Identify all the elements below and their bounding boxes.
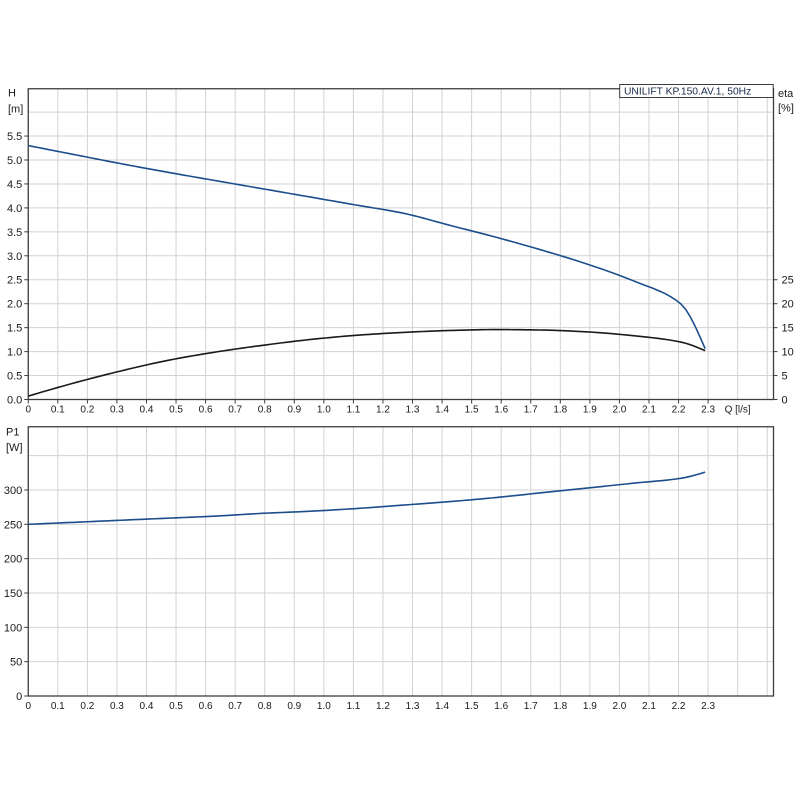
svg-text:1.2: 1.2 — [376, 701, 390, 712]
svg-text:0.7: 0.7 — [228, 701, 242, 712]
svg-text:20: 20 — [782, 299, 794, 311]
svg-text:300: 300 — [4, 485, 22, 497]
svg-text:0.3: 0.3 — [110, 701, 124, 712]
svg-text:100: 100 — [4, 622, 22, 634]
svg-text:4.5: 4.5 — [7, 179, 22, 191]
svg-text:[%]: [%] — [778, 103, 794, 115]
svg-text:1.4: 1.4 — [435, 405, 449, 416]
svg-text:0.6: 0.6 — [199, 405, 213, 416]
svg-text:2.3: 2.3 — [701, 405, 715, 416]
svg-text:10: 10 — [782, 347, 794, 359]
svg-text:2.0: 2.0 — [612, 701, 626, 712]
svg-text:1.1: 1.1 — [346, 405, 360, 416]
svg-text:4.0: 4.0 — [7, 203, 22, 215]
svg-text:UNILIFT KP.150.AV.1, 50Hz: UNILIFT KP.150.AV.1, 50Hz — [624, 87, 751, 98]
svg-text:0.2: 0.2 — [80, 701, 94, 712]
svg-text:1.3: 1.3 — [406, 701, 420, 712]
svg-text:5.5: 5.5 — [7, 131, 22, 143]
svg-text:1.1: 1.1 — [346, 701, 360, 712]
svg-text:5: 5 — [782, 371, 788, 383]
svg-text:200: 200 — [4, 554, 22, 566]
svg-text:0.6: 0.6 — [199, 701, 213, 712]
svg-text:H: H — [8, 87, 16, 99]
svg-text:1.7: 1.7 — [524, 701, 538, 712]
svg-text:P1: P1 — [6, 427, 19, 439]
svg-text:0: 0 — [16, 691, 22, 703]
svg-text:0: 0 — [25, 701, 31, 712]
svg-text:0.5: 0.5 — [7, 371, 22, 383]
svg-text:1.3: 1.3 — [406, 405, 420, 416]
svg-text:0.7: 0.7 — [228, 405, 242, 416]
svg-text:1.5: 1.5 — [465, 701, 479, 712]
svg-text:0.9: 0.9 — [287, 701, 301, 712]
svg-text:2.0: 2.0 — [612, 405, 626, 416]
svg-text:2.1: 2.1 — [642, 405, 656, 416]
svg-text:0.1: 0.1 — [51, 701, 65, 712]
svg-text:0.4: 0.4 — [140, 405, 154, 416]
svg-text:eta: eta — [778, 88, 794, 100]
svg-text:25: 25 — [782, 275, 794, 287]
svg-text:2.2: 2.2 — [672, 701, 686, 712]
svg-text:0.5: 0.5 — [169, 405, 183, 416]
svg-text:2.0: 2.0 — [7, 299, 22, 311]
svg-text:0.8: 0.8 — [258, 701, 272, 712]
svg-text:1.9: 1.9 — [583, 405, 597, 416]
svg-text:0: 0 — [25, 405, 31, 416]
svg-text:0: 0 — [782, 395, 788, 407]
svg-text:2.3: 2.3 — [701, 701, 715, 712]
svg-text:1.7: 1.7 — [524, 405, 538, 416]
svg-text:2.2: 2.2 — [672, 405, 686, 416]
svg-text:0.4: 0.4 — [140, 701, 154, 712]
svg-text:2.5: 2.5 — [7, 275, 22, 287]
svg-text:1.0: 1.0 — [317, 701, 331, 712]
svg-text:0.8: 0.8 — [258, 405, 272, 416]
svg-text:0.2: 0.2 — [80, 405, 94, 416]
svg-text:1.8: 1.8 — [553, 701, 567, 712]
svg-text:1.9: 1.9 — [583, 701, 597, 712]
svg-text:[m]: [m] — [8, 104, 23, 116]
svg-text:[W]: [W] — [6, 442, 23, 454]
svg-text:1.6: 1.6 — [494, 405, 508, 416]
svg-text:1.5: 1.5 — [7, 323, 22, 335]
svg-text:1.0: 1.0 — [317, 405, 331, 416]
svg-text:1.4: 1.4 — [435, 701, 449, 712]
svg-text:50: 50 — [10, 657, 22, 669]
svg-text:1.8: 1.8 — [553, 405, 567, 416]
svg-text:0.3: 0.3 — [110, 405, 124, 416]
svg-text:0.5: 0.5 — [169, 701, 183, 712]
svg-text:Q [l/s]: Q [l/s] — [725, 405, 751, 416]
svg-text:1.5: 1.5 — [465, 405, 479, 416]
svg-text:3.5: 3.5 — [7, 227, 22, 239]
svg-text:2.1: 2.1 — [642, 701, 656, 712]
svg-text:1.6: 1.6 — [494, 701, 508, 712]
svg-text:15: 15 — [782, 323, 794, 335]
svg-text:1.2: 1.2 — [376, 405, 390, 416]
svg-text:3.0: 3.0 — [7, 251, 22, 263]
svg-text:0.9: 0.9 — [287, 405, 301, 416]
svg-text:1.0: 1.0 — [7, 347, 22, 359]
svg-text:250: 250 — [4, 519, 22, 531]
svg-text:0.1: 0.1 — [51, 405, 65, 416]
svg-text:0.0: 0.0 — [7, 395, 22, 407]
svg-text:5.0: 5.0 — [7, 155, 22, 167]
svg-text:150: 150 — [4, 588, 22, 600]
